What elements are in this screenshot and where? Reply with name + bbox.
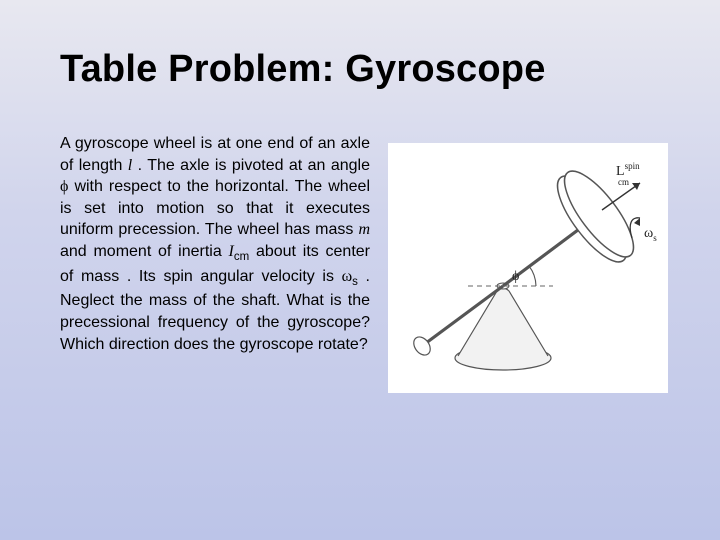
text-seg: . The axle is pivoted at an angle [132, 157, 370, 174]
page-title: Table Problem: Gyroscope [60, 48, 682, 91]
gyroscope-svg: ϕ Lspin cm ωs [388, 143, 668, 393]
content-row: A gyroscope wheel is at one end of an ax… [60, 133, 682, 393]
omega-label: ωs [644, 226, 657, 243]
omega-arc-head [634, 218, 640, 226]
text-seg: with respect to the horizontal. The whee… [60, 178, 370, 238]
sub-cm: cm [234, 251, 249, 263]
counterweight [410, 334, 433, 358]
gyroscope-figure: ϕ Lspin cm ωs [388, 143, 668, 393]
phi-arc [529, 266, 536, 286]
var-omega: ω [342, 268, 353, 285]
text-seg: and moment of inertia [60, 243, 229, 260]
lspin-arrow-head [632, 183, 640, 190]
phi-label: ϕ [512, 269, 519, 284]
var-m: m [358, 221, 370, 238]
problem-text: A gyroscope wheel is at one end of an ax… [60, 133, 370, 355]
lspin-sub-label: cm [618, 177, 629, 187]
base-cone [458, 288, 548, 356]
